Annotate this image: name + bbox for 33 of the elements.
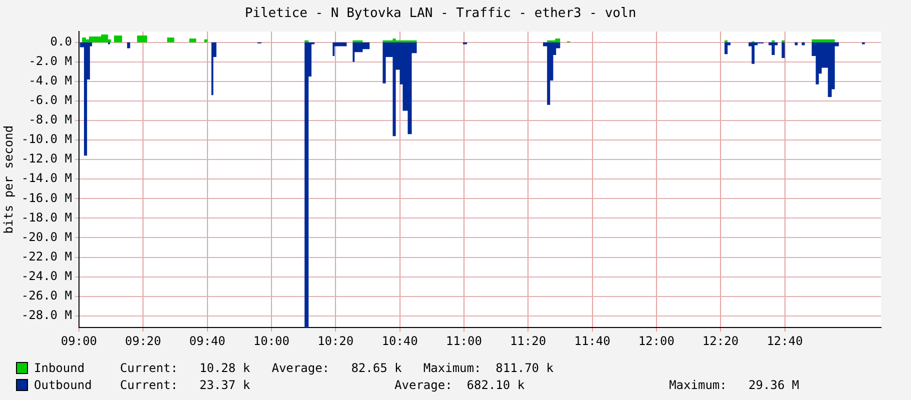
- x-tick-label: 11:40: [574, 334, 610, 348]
- y-tick-label: -14.0 M: [21, 171, 72, 186]
- y-tick-label: -6.0 M: [28, 93, 72, 108]
- y-tick-label: -8.0 M: [28, 112, 72, 127]
- y-tick-label: -18.0 M: [21, 210, 72, 224]
- x-tick-label: 10:00: [253, 334, 290, 348]
- y-tick-label: -16.0 M: [21, 190, 72, 205]
- x-tick-label: 10:20: [317, 334, 354, 348]
- y-axis-title: bits per second: [1, 125, 16, 234]
- x-tick-label: 09:40: [189, 334, 226, 348]
- legend-label: Outbound: [34, 378, 93, 392]
- y-tick-label: -12.0 M: [21, 152, 72, 166]
- x-tick-label: 09:20: [125, 334, 162, 348]
- x-tick-label: 09:00: [60, 334, 98, 348]
- y-tick-label: -28.0 M: [21, 308, 72, 322]
- y-tick-label: 0.0: [50, 34, 72, 48]
- x-tick-label: 12:00: [638, 334, 674, 348]
- y-tick-label: -20.0 M: [21, 230, 72, 244]
- y-tick-label: -4.0 M: [28, 74, 72, 88]
- y-tick-label: -22.0 M: [21, 249, 72, 264]
- text: Current: 23.37 k Average: 682.10 k Maximum: 29.36 M: [120, 378, 800, 392]
- chart-title: Piletice - N Bytovka LAN - Traffic - ether3 - voln: [244, 6, 636, 22]
- x-tick-label: 12:40: [766, 334, 803, 348]
- x-tick-label: 11:20: [510, 334, 546, 348]
- x-tick-label: 11:00: [446, 334, 482, 348]
- y-tick-label: -2.0 M: [28, 54, 72, 68]
- y-tick-label: -26.0 M: [21, 288, 72, 302]
- text: Current: 10.28 k Average: 82.65 k Maximum: 811.70 k: [120, 360, 554, 374]
- y-tick-label: -24.0 M: [21, 268, 72, 283]
- x-tick-label: 12:20: [702, 334, 739, 348]
- y-tick-label: -10.0 M: [21, 132, 72, 146]
- x-tick-label: 10:40: [382, 334, 418, 348]
- legend-label: Inbound: [34, 360, 86, 374]
